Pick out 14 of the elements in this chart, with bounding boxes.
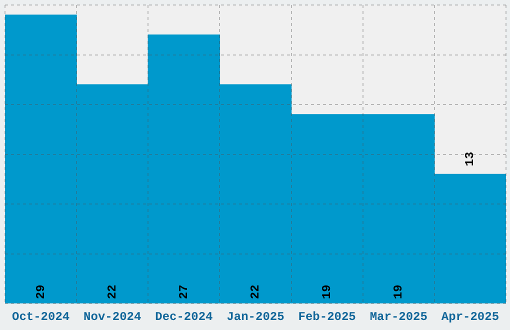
x-tick-label: Oct-2024 xyxy=(12,310,70,324)
data-label: 13 xyxy=(463,152,478,166)
data-label: 29 xyxy=(34,284,48,300)
x-tick-label: Dec-2024 xyxy=(155,310,213,324)
data-label: 22 xyxy=(248,284,263,300)
x-tick-label: Nov-2024 xyxy=(84,310,142,324)
x-tick-label: Apr-2025 xyxy=(441,310,500,324)
data-label: 19 xyxy=(392,284,406,300)
data-label: 22 xyxy=(105,284,120,300)
data-label: 19 xyxy=(320,284,334,300)
data-label: 27 xyxy=(176,284,191,300)
x-tick-label: Mar-2025 xyxy=(370,310,428,324)
x-tick-label: Jan-2025 xyxy=(226,310,284,324)
x-tick-label: Feb-2025 xyxy=(298,310,356,324)
